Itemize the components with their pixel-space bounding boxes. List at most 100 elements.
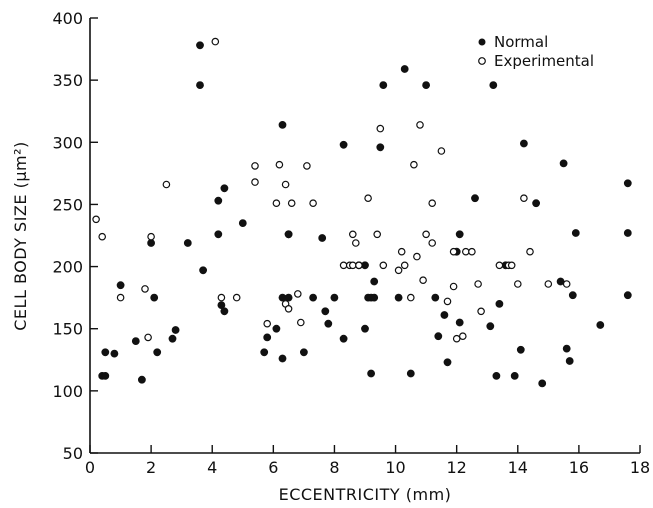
normal-point [434, 332, 443, 341]
normal-point [238, 219, 247, 227]
experimental-point [287, 199, 296, 208]
normal-point [538, 379, 547, 388]
experimental-point [419, 276, 427, 285]
experimental-point [437, 147, 446, 155]
x-axis-title: ECCENTRICITY (mm) [279, 485, 452, 504]
experimental-point [461, 247, 470, 256]
experimental-point [422, 230, 430, 239]
normal-point [431, 293, 440, 302]
normal-point [568, 291, 577, 300]
experimental-point [232, 293, 241, 302]
normal-point [318, 234, 327, 242]
experimental-point [474, 280, 482, 288]
normal-point [406, 369, 415, 378]
experimental-point [400, 261, 409, 270]
normal-point [171, 326, 180, 334]
experimental-point [281, 180, 290, 189]
experimental-point [379, 261, 388, 270]
normal-point [339, 334, 348, 343]
experimental-point [428, 239, 437, 247]
x-tick-label: 10 [385, 458, 405, 477]
normal-point [131, 337, 140, 345]
normal-point [623, 179, 632, 188]
normal-point [309, 293, 317, 302]
y-tick-label: 100 [52, 382, 83, 401]
normal-point [370, 277, 379, 286]
normal-point [440, 311, 449, 319]
normal-point [220, 307, 229, 316]
normal-point [183, 239, 192, 247]
normal-point [559, 159, 568, 168]
experimental-point [376, 124, 385, 133]
experimental-point [394, 266, 403, 275]
normal-point [623, 291, 632, 300]
experimental-point [296, 318, 305, 327]
y-tick-label: 200 [52, 258, 83, 277]
legend-label-experimental: Experimental [494, 52, 594, 70]
experimental-point [272, 199, 281, 208]
normal-point [443, 358, 452, 367]
experimental-point [251, 162, 259, 170]
normal-point [562, 344, 571, 353]
experimental-point [309, 199, 317, 208]
experimental-point [348, 261, 357, 270]
experimental-point [339, 261, 348, 270]
normal-point [272, 324, 281, 333]
normal-point [220, 184, 229, 193]
normal-point [101, 348, 110, 357]
normal-point [520, 139, 528, 148]
normal-point [110, 349, 119, 358]
normal-point [422, 81, 430, 89]
experimental-point [364, 194, 372, 203]
data-points [92, 37, 632, 388]
experimental-point [355, 261, 363, 270]
normal-point [486, 322, 495, 331]
normal-point [330, 293, 339, 302]
plot-area: 0 2 4 6 8 10 12 14 16 18 50 100 150 200 250 300 350 400 [52, 9, 650, 477]
experimental-point [275, 160, 284, 169]
experimental-point [449, 282, 458, 291]
experimental-point [410, 160, 418, 169]
x-tick-label: 18 [630, 458, 650, 477]
y-tick-label: 50 [63, 444, 83, 463]
normal-point [455, 318, 464, 327]
normal-point [361, 324, 369, 333]
normal-point [379, 81, 388, 89]
x-axis-ticks: 0 2 4 6 8 10 12 14 16 18 [85, 445, 650, 477]
x-tick-label: 0 [85, 458, 95, 477]
normal-point [101, 371, 110, 380]
x-tick-label: 4 [207, 458, 217, 477]
experimental-point [92, 215, 100, 224]
experimental-point [147, 232, 155, 241]
normal-point [214, 230, 223, 239]
normal-point [489, 81, 498, 89]
experimental-point [251, 178, 259, 186]
normal-point [370, 293, 379, 302]
normal-point [278, 354, 287, 363]
normal-point [263, 333, 272, 342]
experimental-point [458, 332, 467, 341]
normal-point [455, 230, 464, 239]
x-tick-label: 6 [268, 458, 278, 477]
normal-point [321, 307, 330, 316]
normal-point [299, 348, 308, 357]
experimental-point [406, 293, 415, 302]
x-tick-label: 2 [146, 458, 156, 477]
normal-point [150, 293, 159, 302]
normal-point [510, 371, 519, 380]
experimental-point [144, 333, 152, 342]
normal-point [565, 357, 574, 365]
normal-point [153, 348, 162, 357]
experimental-point [141, 285, 149, 293]
normal-point [394, 293, 403, 302]
normal-point [278, 121, 287, 129]
x-tick-label: 8 [329, 458, 339, 477]
legend-marker-experimental [478, 57, 486, 65]
y-tick-label: 250 [52, 195, 83, 214]
experimental-point [449, 247, 458, 256]
experimental-point [416, 121, 424, 129]
normal-point [168, 334, 177, 343]
experimental-point [348, 230, 357, 239]
experimental-point [562, 280, 571, 288]
